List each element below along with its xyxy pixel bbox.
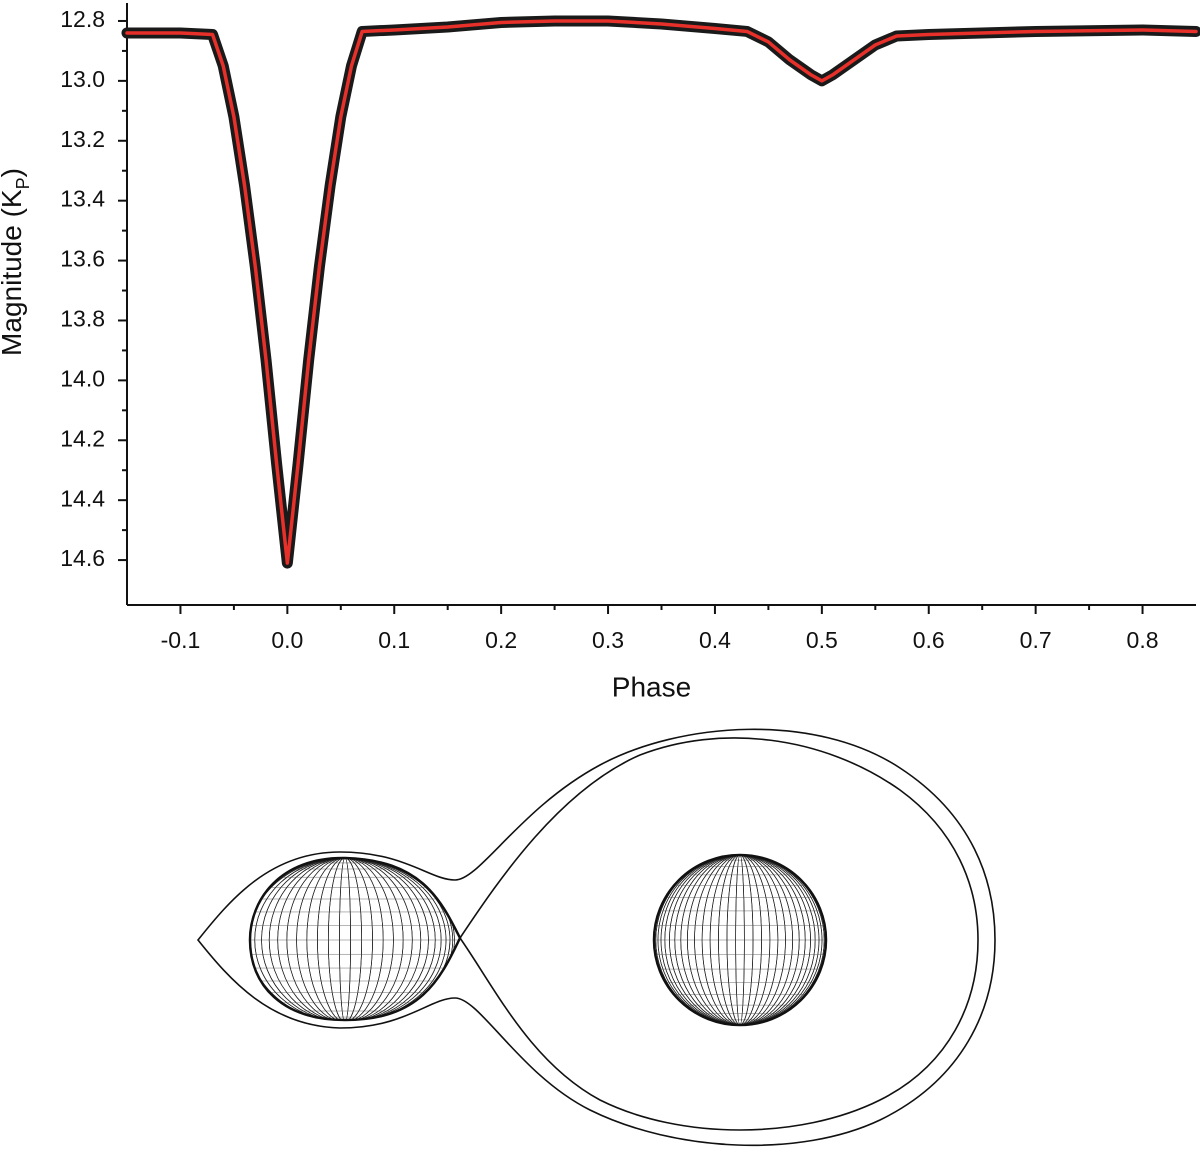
primary-star-mesh	[250, 857, 460, 1020]
x-tick-label: 0.5	[806, 627, 838, 653]
x-tick-label: 0.0	[271, 627, 303, 653]
y-tick-label: 12.8	[60, 6, 105, 32]
y-tick-label: 13.0	[60, 66, 105, 92]
x-tick-label: 0.6	[913, 627, 945, 653]
y-tick-label: 14.0	[60, 365, 105, 391]
primary-star	[248, 856, 462, 1022]
y-axis-label-part: Magnitude (K	[0, 189, 27, 356]
inner-lobe	[459, 737, 979, 1131]
x-tick-label: 0.1	[378, 627, 410, 653]
y-axis-label-part: P	[13, 177, 33, 189]
y-tick-label: 13.4	[60, 186, 105, 212]
y-axis-label: Magnitude (KP)	[0, 168, 33, 356]
model-line	[125, 19, 1198, 565]
y-tick-label: 14.2	[60, 425, 105, 451]
y-tick-label: 14.4	[60, 485, 105, 511]
x-tick-label: 0.4	[699, 627, 731, 653]
x-tick-label: 0.2	[485, 627, 517, 653]
observed-line	[121, 15, 1200, 569]
x-tick-label: 0.8	[1127, 627, 1159, 653]
y-tick-label: 13.2	[60, 126, 105, 152]
x-axis-label: Phase	[612, 671, 691, 702]
roche-diagram	[196, 728, 996, 1147]
secondary-star	[652, 853, 828, 1027]
x-tick-label: 0.3	[592, 627, 624, 653]
light-curve: 12.8 13.0 13.2 13.4 13.6 13.8 14.0 14.2 14.4 14.6…	[0, 3, 1200, 702]
y-tick-label: 14.6	[60, 545, 105, 571]
y-tick-label: 13.6	[60, 246, 105, 272]
outer-surface	[196, 728, 996, 1147]
y-tick-label: 13.8	[60, 306, 105, 332]
y-axis-label-part: )	[0, 168, 27, 177]
x-tick-label: 0.7	[1020, 627, 1052, 653]
x-tick-label: -0.1	[161, 627, 201, 653]
